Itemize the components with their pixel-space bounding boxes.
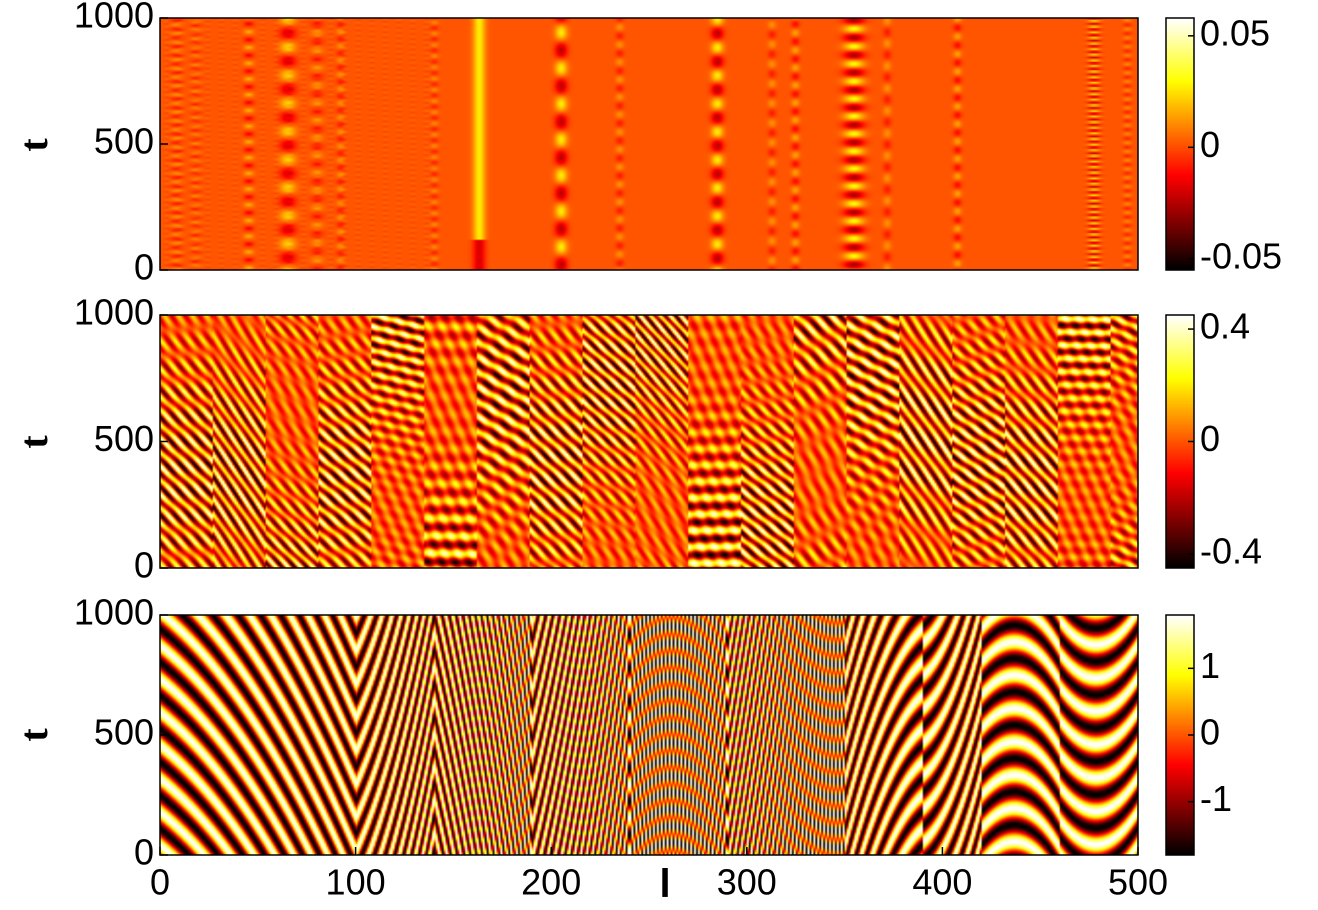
ytick-label: 500 <box>94 418 154 459</box>
ytick-label: 0 <box>134 545 154 586</box>
ytick-label: 1000 <box>74 292 154 333</box>
colorbar-tick-label: -1 <box>1200 778 1232 819</box>
colorbar-tick-label: 0.05 <box>1200 12 1270 53</box>
xtick-label: 500 <box>1108 862 1168 903</box>
ytick-label: 0 <box>134 247 154 288</box>
colorbar-tick-label: 0 <box>1200 712 1220 753</box>
panel-2-heatmap <box>160 315 1138 568</box>
colorbar-1-frame <box>1165 17 1195 271</box>
ytick-label: 1000 <box>74 0 154 36</box>
ytick-label: 500 <box>94 121 154 162</box>
panel-1-yticks: 0 500 1000 <box>74 0 168 288</box>
xtick-label: 400 <box>912 862 972 903</box>
colorbar-tick-label: 0 <box>1200 124 1220 165</box>
ytick-label: 0 <box>134 832 154 873</box>
panel-3-heatmap <box>160 615 1138 855</box>
colorbar-1 <box>1166 18 1194 270</box>
panel-2-yticks: 0 500 1000 <box>74 292 168 586</box>
panel-2-ylabel: t <box>11 435 56 449</box>
colorbar-2-ticks: -0.4 0 0.4 <box>1188 306 1262 571</box>
panel-3-xlabel: l <box>659 862 670 906</box>
xtick-label: 100 <box>326 862 386 903</box>
panel-3-xticks: 0 100 200 300 400 500 <box>150 847 1168 903</box>
ytick-label: 500 <box>94 712 154 753</box>
colorbar-3-ticks: -1 0 1 <box>1188 645 1232 819</box>
panel-2: t 0 500 1000 -0.4 0 0.4 <box>11 292 1262 586</box>
colorbar-tick-label: 0.4 <box>1200 306 1250 347</box>
panel-3: t 0 500 1000 0 100 200 300 400 500 l -1 0 1 <box>11 592 1232 906</box>
panel-1-ylabel: t <box>11 138 56 152</box>
colorbar-tick-label: 0 <box>1200 418 1220 459</box>
colorbar-1-ticks: -0.05 0 0.05 <box>1188 12 1282 276</box>
panel-3-yticks: 0 500 1000 <box>74 592 168 873</box>
xtick-label: 0 <box>150 862 170 903</box>
colorbar-tick-label: -0.05 <box>1200 235 1282 276</box>
panel-1-heatmap <box>160 18 1138 270</box>
xtick-label: 300 <box>717 862 777 903</box>
panel-3-ylabel: t <box>11 728 56 742</box>
ytick-label: 1000 <box>74 592 154 633</box>
colorbar-tick-label: -0.4 <box>1200 530 1262 571</box>
xtick-label: 200 <box>521 862 581 903</box>
panel-1: t 0 500 1000 -0.05 0 0.05 <box>11 0 1282 288</box>
colorbar-tick-label: 1 <box>1200 645 1220 686</box>
